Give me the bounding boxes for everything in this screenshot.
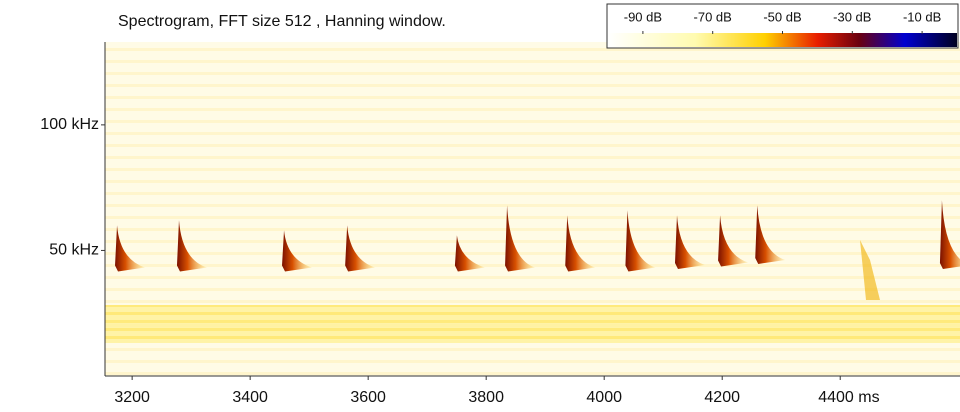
x-tick-label: 4000 [586,389,622,406]
colorbar-label: -10 dB [903,9,941,24]
colorbar-label: -30 dB [833,9,871,24]
x-tick-label: 4200 [704,389,740,406]
y-tick-label: 100 kHz [40,116,99,133]
noise-band [105,305,960,343]
colorbar-label: -90 dB [624,9,662,24]
x-tick-label: 3200 [114,389,150,406]
colorbar-gradient [608,33,957,47]
x-tick-label: 3800 [468,389,504,406]
x-tick-label: 3600 [350,389,386,406]
x-tick-label: 3400 [232,389,268,406]
y-tick-label: 50 kHz [49,242,99,259]
colorbar-label: -50 dB [763,9,801,24]
colorbar-label: -70 dB [694,9,732,24]
chart: Spectrogram, FFT size 512 , Hanning wind… [0,0,960,412]
colorbar: -90 dB -70 dB -50 dB -30 dB -10 dB [607,4,958,48]
chart-title: Spectrogram, FFT size 512 , Hanning wind… [118,13,446,30]
x-tick-label: 4400 ms [818,389,879,406]
